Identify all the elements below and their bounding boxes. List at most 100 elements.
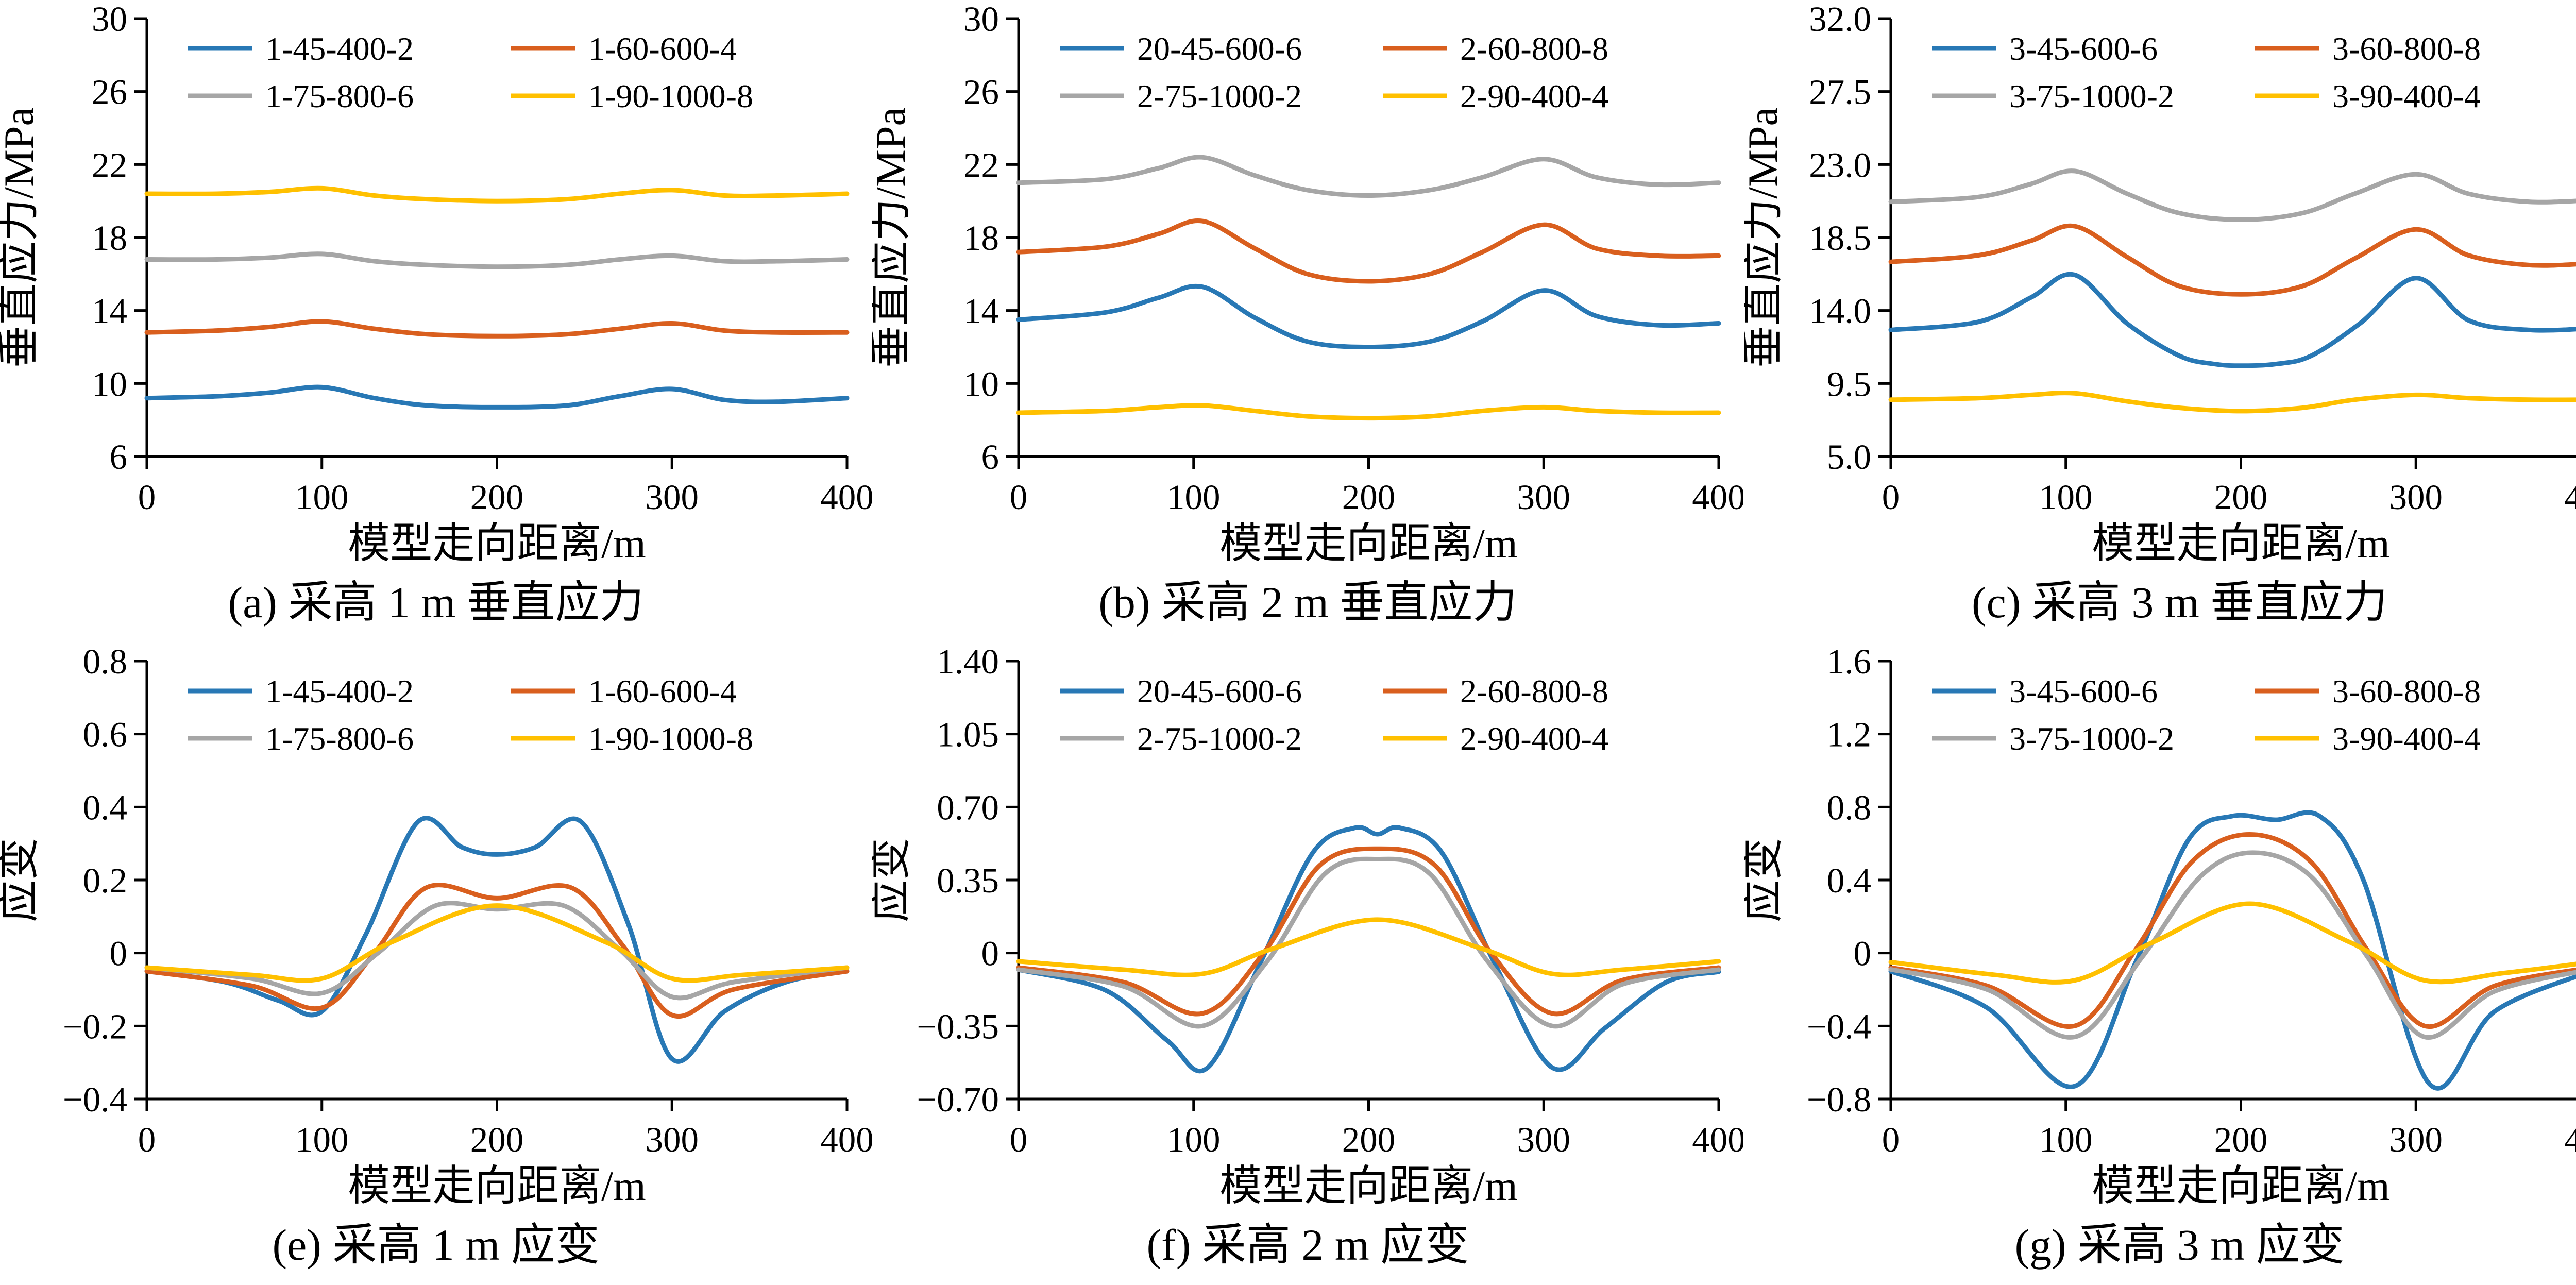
svg-text:模型走向距离/m: 模型走向距离/m bbox=[348, 520, 646, 567]
svg-text:0: 0 bbox=[1010, 478, 1028, 517]
svg-text:垂直应力/MPa: 垂直应力/MPa bbox=[872, 107, 914, 368]
svg-text:1-45-400-2: 1-45-400-2 bbox=[265, 30, 414, 67]
svg-text:1-90-1000-8: 1-90-1000-8 bbox=[588, 720, 753, 757]
svg-text:2-75-1000-2: 2-75-1000-2 bbox=[1137, 720, 1302, 757]
svg-text:0.8: 0.8 bbox=[83, 647, 127, 681]
svg-text:26: 26 bbox=[963, 73, 999, 112]
svg-text:1-60-600-4: 1-60-600-4 bbox=[588, 30, 737, 67]
svg-text:1-60-600-4: 1-60-600-4 bbox=[588, 673, 737, 709]
svg-text:3-60-800-8: 3-60-800-8 bbox=[2332, 30, 2481, 67]
svg-text:模型走向距离/m: 模型走向距离/m bbox=[1220, 1162, 1518, 1209]
svg-text:10: 10 bbox=[92, 364, 127, 403]
svg-text:1.05: 1.05 bbox=[937, 715, 999, 754]
chart-c-caption: (c) 采高 3 m 垂直应力 bbox=[1971, 578, 2388, 627]
svg-text:3-75-1000-2: 3-75-1000-2 bbox=[2009, 720, 2174, 757]
chart-panel-e: 0 100 200 300 400 −0.4 −0.2 0 0.2 0.4 0.6 0.8 模型走向距离… bbox=[0, 642, 872, 1285]
svg-text:0.4: 0.4 bbox=[1826, 861, 1871, 900]
svg-text:应变: 应变 bbox=[1744, 838, 1786, 922]
svg-text:−0.4: −0.4 bbox=[63, 1080, 127, 1119]
svg-text:1-75-800-6: 1-75-800-6 bbox=[265, 78, 414, 114]
svg-text:27.5: 27.5 bbox=[1809, 73, 1871, 112]
chart-g-canvas: 0 100 200 300 400 −0.8 −0.4 0 0.4 0.8 1.2 1.6 模型走向距离… bbox=[1744, 647, 2576, 1209]
svg-text:300: 300 bbox=[646, 1120, 699, 1159]
svg-text:400: 400 bbox=[820, 1120, 872, 1159]
svg-text:300: 300 bbox=[1517, 478, 1571, 517]
svg-text:1-90-1000-8: 1-90-1000-8 bbox=[588, 78, 753, 114]
chart-panel-f: 0 100 200 300 400 −0.70 −0.35 0 0.35 0.70 1.05 1.40… bbox=[872, 642, 1743, 1285]
svg-text:200: 200 bbox=[2214, 478, 2267, 517]
svg-text:0: 0 bbox=[138, 1120, 156, 1159]
svg-text:0: 0 bbox=[1853, 934, 1871, 973]
svg-text:0: 0 bbox=[110, 934, 128, 973]
svg-text:22: 22 bbox=[92, 145, 127, 184]
svg-text:2-60-800-8: 2-60-800-8 bbox=[1460, 30, 1608, 67]
svg-text:应变: 应变 bbox=[0, 838, 42, 922]
svg-text:应变: 应变 bbox=[872, 838, 914, 922]
svg-text:3-60-800-8: 3-60-800-8 bbox=[2332, 673, 2481, 709]
svg-text:3-75-1000-2: 3-75-1000-2 bbox=[2009, 78, 2174, 114]
svg-text:模型走向距离/m: 模型走向距离/m bbox=[348, 1162, 646, 1209]
svg-text:0: 0 bbox=[1010, 1120, 1028, 1159]
svg-text:22: 22 bbox=[963, 145, 999, 184]
svg-text:0: 0 bbox=[1882, 478, 1900, 517]
chart-c-canvas: 0 100 200 300 400 5.0 9.5 14.0 18.5 23.0 27.5 32.0 模… bbox=[1744, 4, 2576, 567]
svg-text:1-75-800-6: 1-75-800-6 bbox=[265, 720, 414, 757]
svg-text:9.5: 9.5 bbox=[1826, 364, 1871, 403]
svg-text:300: 300 bbox=[1517, 1120, 1571, 1159]
svg-text:200: 200 bbox=[470, 1120, 524, 1159]
chart-e-canvas: 0 100 200 300 400 −0.4 −0.2 0 0.2 0.4 0.6 0.8 模型走向距离… bbox=[0, 647, 872, 1209]
svg-text:14.0: 14.0 bbox=[1809, 292, 1871, 331]
svg-text:5.0: 5.0 bbox=[1826, 437, 1871, 477]
svg-text:2-90-400-4: 2-90-400-4 bbox=[1460, 78, 1608, 114]
svg-text:18: 18 bbox=[963, 218, 999, 258]
chart-e-caption: (e) 采高 1 m 应变 bbox=[272, 1220, 600, 1270]
svg-text:30: 30 bbox=[963, 4, 999, 39]
svg-text:−0.8: −0.8 bbox=[1806, 1080, 1871, 1119]
svg-text:垂直应力/MPa: 垂直应力/MPa bbox=[0, 107, 42, 368]
svg-text:−0.2: −0.2 bbox=[63, 1007, 127, 1046]
svg-text:200: 200 bbox=[2214, 1120, 2267, 1159]
svg-text:−0.70: −0.70 bbox=[917, 1080, 999, 1119]
svg-text:2-60-800-8: 2-60-800-8 bbox=[1460, 673, 1608, 709]
svg-text:400: 400 bbox=[2564, 478, 2576, 517]
svg-text:100: 100 bbox=[2039, 478, 2093, 517]
svg-text:0.70: 0.70 bbox=[937, 788, 999, 827]
svg-text:3-90-400-4: 3-90-400-4 bbox=[2332, 720, 2481, 757]
svg-text:200: 200 bbox=[1342, 478, 1396, 517]
svg-text:0.6: 0.6 bbox=[83, 715, 127, 754]
svg-text:14: 14 bbox=[92, 292, 127, 331]
svg-text:10: 10 bbox=[963, 364, 999, 403]
svg-text:100: 100 bbox=[1167, 1120, 1221, 1159]
chart-b-canvas: 0 100 200 300 400 6 10 14 18 22 26 30 模型走向距离/m 垂直应力/M… bbox=[872, 4, 1744, 567]
svg-text:14: 14 bbox=[963, 292, 999, 331]
svg-text:400: 400 bbox=[2564, 1120, 2576, 1159]
chart-f-canvas: 0 100 200 300 400 −0.70 −0.35 0 0.35 0.70 1.05 1.40… bbox=[872, 647, 1743, 1209]
svg-text:0.4: 0.4 bbox=[83, 788, 127, 827]
svg-text:0.35: 0.35 bbox=[937, 861, 999, 900]
svg-text:100: 100 bbox=[1167, 478, 1221, 517]
svg-text:模型走向距离/m: 模型走向距离/m bbox=[1220, 520, 1518, 567]
chart-panel-g: 0 100 200 300 400 −0.8 −0.4 0 0.4 0.8 1.2 1.6 模型走向距离… bbox=[1744, 642, 2576, 1285]
svg-text:20-45-600-6: 20-45-600-6 bbox=[1137, 30, 1302, 67]
svg-text:400: 400 bbox=[1692, 478, 1744, 517]
svg-text:300: 300 bbox=[646, 478, 699, 517]
svg-text:18.5: 18.5 bbox=[1809, 218, 1871, 258]
svg-text:26: 26 bbox=[92, 73, 127, 112]
svg-text:−0.4: −0.4 bbox=[1806, 1007, 1871, 1046]
svg-text:300: 300 bbox=[2389, 478, 2443, 517]
svg-text:23.0: 23.0 bbox=[1809, 145, 1871, 184]
svg-text:200: 200 bbox=[1342, 1120, 1396, 1159]
svg-text:0.2: 0.2 bbox=[83, 861, 127, 900]
svg-text:0.8: 0.8 bbox=[1826, 788, 1871, 827]
svg-text:6: 6 bbox=[981, 437, 999, 477]
svg-text:300: 300 bbox=[2389, 1120, 2443, 1159]
svg-text:400: 400 bbox=[820, 478, 872, 517]
chart-g-caption: (g) 采高 3 m 应变 bbox=[2014, 1220, 2345, 1270]
svg-text:20-45-600-6: 20-45-600-6 bbox=[1137, 673, 1302, 709]
svg-text:200: 200 bbox=[470, 478, 524, 517]
svg-text:3-90-400-4: 3-90-400-4 bbox=[2332, 78, 2481, 114]
chart-panel-a: 0 100 200 300 400 6 10 14 18 22 26 30 模型走向距离/m 垂直应力/M… bbox=[0, 0, 872, 642]
svg-text:100: 100 bbox=[295, 1120, 349, 1159]
chart-a-canvas: 0 100 200 300 400 6 10 14 18 22 26 30 模型走向距离/m 垂直应力/M… bbox=[0, 4, 872, 567]
svg-text:3-45-600-6: 3-45-600-6 bbox=[2009, 30, 2158, 67]
